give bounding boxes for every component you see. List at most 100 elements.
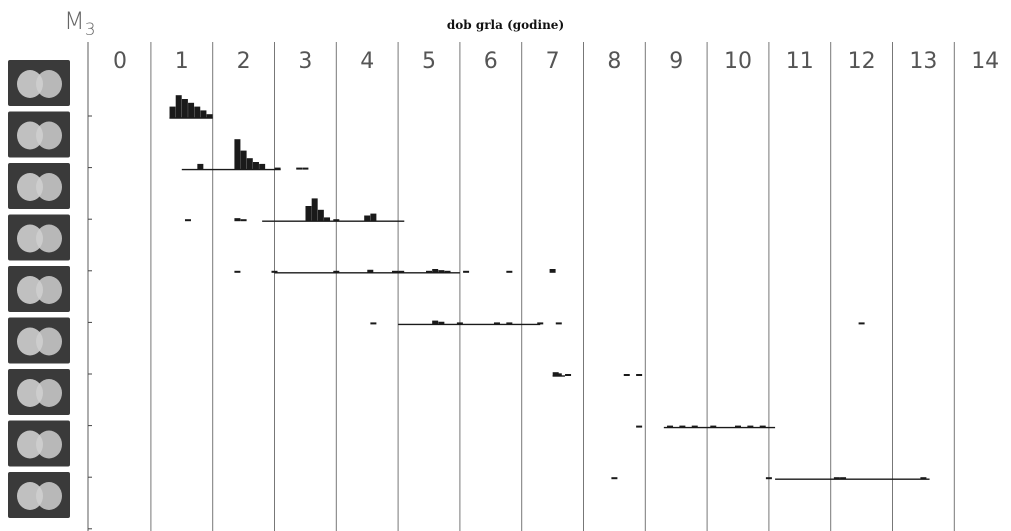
stage-4-bar-2: [271, 270, 278, 273]
tooth-label: M3: [64, 7, 96, 40]
stage-4-bar-9: [438, 270, 445, 273]
stage-2-bar-3: [240, 150, 247, 170]
stage-5-bar-3: [438, 321, 445, 325]
stage-4-bar-12: [506, 270, 513, 273]
tooth-stage-8-crown-left: [17, 430, 43, 459]
stage-6-bar-2: [555, 373, 562, 376]
x-tick-label-13: 13: [909, 49, 937, 74]
x-tick-label-3: 3: [298, 49, 312, 74]
stage-2-bar-6: [259, 163, 266, 170]
stage-7-bar-7: [747, 425, 754, 428]
stage-3-bar-8: [333, 219, 340, 222]
stage-3-bar-9: [364, 215, 371, 222]
stage-2-bar-8: [296, 167, 303, 170]
tooth-stage-7-crown-right: [36, 379, 62, 407]
stage-5-bar-9: [858, 322, 865, 325]
x-tick-label-0: 0: [113, 49, 127, 74]
stage-4-bar-6: [398, 270, 405, 273]
stage-4-bar-10: [444, 270, 451, 273]
stage-4-bar-7: [426, 270, 432, 273]
x-tick-label-1: 1: [175, 49, 189, 74]
stage-5-bar-2: [432, 320, 439, 325]
stage-1-bar-4: [188, 102, 195, 118]
stage-4-bar-1: [234, 270, 241, 273]
stage-7-bar-5: [710, 425, 717, 428]
stage-7-bar-4: [691, 425, 698, 428]
stage-2-bar-9: [302, 167, 309, 170]
tooth-letter: M: [64, 7, 85, 35]
stage-4-bar-5: [392, 270, 399, 273]
stage-3-bar-6: [317, 209, 324, 222]
stage-7-bar-1: [636, 425, 643, 428]
x-tick-label-11: 11: [786, 49, 814, 74]
x-tick-label-2: 2: [237, 49, 251, 74]
stage-1-bar-2: [175, 95, 182, 118]
stage-8-bar-2: [765, 477, 772, 480]
stage-3-bar-5: [311, 198, 318, 222]
tooth-stage-6-crown-left: [17, 327, 43, 356]
stage-3-bar-7: [324, 217, 331, 222]
stage-4-bar-13: [549, 269, 556, 273]
stage-5-bar-1: [370, 322, 377, 325]
stage-6-bar-3: [565, 374, 572, 376]
stage-2-bar-7: [274, 167, 281, 170]
stage-4-bar-8: [432, 269, 439, 273]
stage-1-bar-5: [194, 106, 201, 118]
x-tick-label-9: 9: [669, 49, 683, 74]
stage-3-bar-10: [370, 213, 377, 222]
stage-6-bar-4: [623, 374, 630, 376]
x-tick-label-12: 12: [848, 49, 876, 74]
stage-4-bar-3: [333, 270, 340, 273]
tooth-stage-7-crown-left: [17, 379, 43, 407]
stage-5-bar-7: [537, 322, 544, 325]
stage-5-bar-5: [493, 322, 500, 325]
x-tick-label-8: 8: [607, 49, 621, 74]
stage-6-bar-1: [552, 372, 559, 376]
stage-5-bar-8: [555, 322, 562, 325]
stage-8-bar-3: [833, 477, 840, 480]
tooth-stage-4-crown-left: [17, 224, 43, 253]
tooth-stage-5-crown-left: [17, 276, 43, 304]
stage-5-bar-6: [506, 322, 513, 325]
tooth-stage-2-crown-right: [36, 121, 62, 150]
tooth-stage-8-crown-right: [36, 430, 62, 459]
tooth-stage-1-crown-left: [17, 70, 43, 98]
stage-3-bar-2: [234, 218, 241, 222]
tooth-stage-2-crown-left: [17, 121, 43, 150]
stage-2-bar-5: [252, 162, 259, 170]
stage-2-bar-1: [197, 163, 204, 170]
stage-6-bar-5: [636, 374, 643, 376]
tooth-stage-3-crown-left: [17, 173, 43, 201]
stage-8-bar-4: [840, 477, 847, 480]
tooth-stage-1-crown-right: [36, 70, 62, 98]
x-tick-label-7: 7: [546, 49, 560, 74]
tooth-stage-9-crown-left: [17, 482, 43, 510]
x-tick-label-6: 6: [484, 49, 498, 74]
stage-3-bar-1: [184, 219, 191, 222]
stage-1-bar-3: [181, 99, 188, 118]
tooth-stage-4-crown-right: [36, 224, 62, 253]
stage-3-bar-4: [305, 206, 312, 222]
tooth-stage-5-crown-right: [36, 276, 62, 304]
stage-4-bar-11: [463, 270, 470, 273]
stage-2-bar-2: [234, 139, 241, 170]
x-tick-label-4: 4: [360, 49, 374, 74]
stage-3-bar-3: [240, 219, 247, 222]
stage-1-bar-6: [200, 110, 207, 118]
stage-2-bar-4: [246, 158, 253, 170]
stage-7-bar-8: [759, 425, 766, 428]
stage-4-bar-4: [367, 269, 374, 273]
stage-8-bar-1: [611, 477, 618, 480]
stage-1-bar-7: [206, 114, 213, 118]
stage-1-bar-1: [169, 106, 176, 118]
tooth-stage-6-crown-right: [36, 327, 62, 356]
chart-title: dob grla (godine): [446, 18, 565, 32]
x-tick-label-5: 5: [422, 49, 436, 74]
tooth-subscript: 3: [84, 20, 96, 40]
stage-7-bar-6: [735, 425, 741, 428]
stage-7-bar-3: [679, 425, 686, 428]
x-tick-label-14: 14: [971, 49, 999, 74]
tooth-stage-3-crown-right: [36, 173, 62, 201]
